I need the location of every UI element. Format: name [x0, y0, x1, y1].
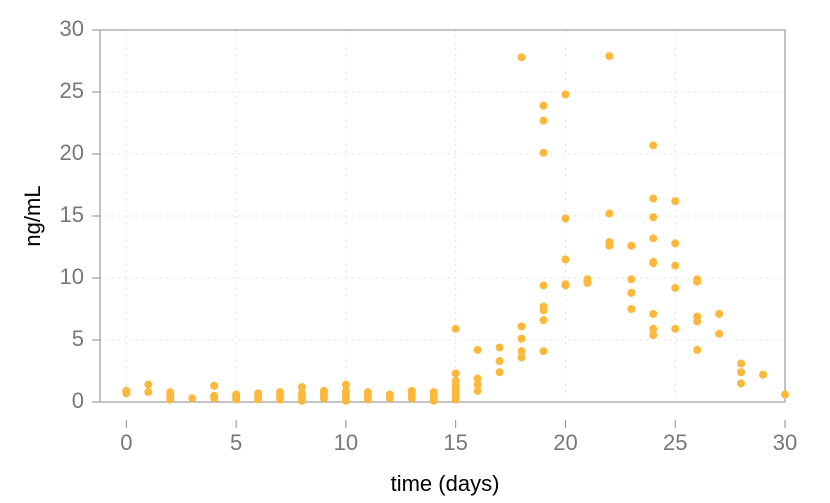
point: [297, 383, 306, 392]
point: [649, 324, 658, 333]
point: [737, 359, 746, 368]
point: [561, 90, 570, 99]
point: [561, 281, 570, 290]
point: [693, 277, 702, 286]
point: [473, 380, 482, 389]
point: [210, 381, 219, 390]
point: [715, 309, 724, 318]
point: [561, 214, 570, 223]
point: [605, 52, 614, 61]
point: [627, 288, 636, 297]
y-tick-label: 30: [60, 16, 84, 41]
point: [363, 395, 372, 404]
point: [297, 396, 306, 405]
point: [319, 394, 328, 403]
point: [144, 380, 153, 389]
point: [517, 347, 526, 356]
point: [649, 141, 658, 150]
point: [539, 148, 548, 157]
point: [517, 322, 526, 331]
x-tick-label: 5: [230, 430, 242, 455]
point: [561, 255, 570, 264]
point: [671, 324, 680, 333]
frame: [99, 29, 786, 402]
y-tick-label: 15: [60, 202, 84, 227]
y-tick-label: 20: [60, 140, 84, 165]
point: [671, 283, 680, 292]
point: [385, 394, 394, 403]
point: [254, 395, 263, 404]
y-tick-label: 5: [72, 326, 84, 351]
point: [693, 317, 702, 326]
point: [517, 353, 526, 362]
point: [539, 116, 548, 125]
point: [737, 379, 746, 388]
y-tick-label: 0: [72, 388, 84, 413]
point: [232, 395, 241, 404]
point: [539, 281, 548, 290]
point: [781, 390, 789, 399]
y-tick-label: 25: [60, 78, 84, 103]
point: [671, 239, 680, 248]
x-tick-label: 10: [334, 430, 358, 455]
point: [495, 368, 504, 377]
point: [122, 389, 131, 398]
point: [649, 309, 658, 318]
point: [341, 396, 350, 405]
point: [605, 241, 614, 250]
point: [627, 275, 636, 284]
point: [539, 306, 548, 315]
point: [539, 101, 548, 110]
x-tick-label: 30: [773, 430, 797, 455]
x-tick-label: 20: [553, 430, 577, 455]
point: [429, 396, 438, 405]
point: [605, 209, 614, 218]
x-tick-label: 15: [443, 430, 467, 455]
x-tick-label: 0: [120, 430, 132, 455]
point: [693, 345, 702, 354]
point: [649, 213, 658, 222]
point: [649, 259, 658, 268]
point: [649, 234, 658, 243]
point: [517, 53, 526, 62]
x-tick-label: 25: [663, 430, 687, 455]
point: [671, 197, 680, 206]
point: [188, 394, 197, 403]
point: [473, 374, 482, 383]
point: [210, 394, 219, 403]
point: [451, 324, 460, 333]
point: [495, 357, 504, 366]
point: [759, 370, 768, 379]
x-axis-label: time (days): [391, 471, 500, 496]
point: [583, 278, 592, 287]
point: [473, 345, 482, 354]
point: [473, 386, 482, 395]
point: [451, 395, 460, 404]
point: [539, 316, 548, 325]
point: [341, 380, 350, 389]
y-axis-label: ng/mL: [20, 185, 45, 246]
point: [539, 347, 548, 356]
point: [737, 368, 746, 377]
point: [627, 305, 636, 313]
point: [649, 194, 658, 203]
point: [166, 395, 175, 404]
point: [276, 395, 285, 404]
point: [451, 369, 460, 378]
point: [517, 334, 526, 343]
point: [495, 343, 504, 352]
point: [144, 388, 153, 397]
point: [407, 394, 416, 403]
point: [671, 261, 680, 270]
point: [649, 331, 658, 340]
point: [715, 329, 724, 338]
point: [627, 241, 636, 250]
y-tick-label: 10: [60, 264, 84, 289]
